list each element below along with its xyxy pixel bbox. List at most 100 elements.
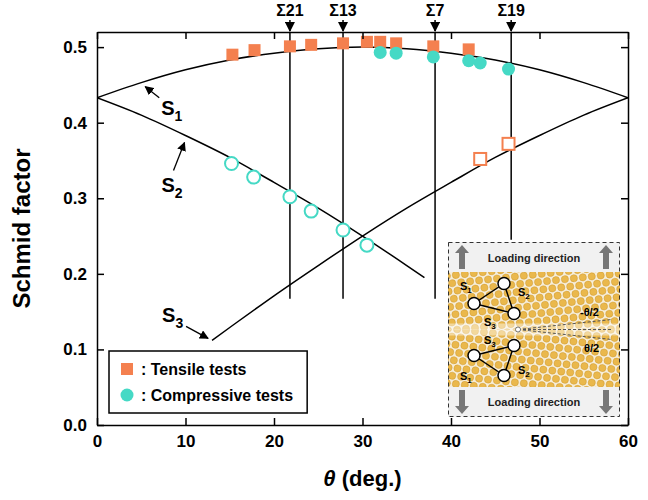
atom <box>565 384 573 387</box>
atom <box>580 362 588 370</box>
atom <box>530 286 538 294</box>
inset-label: θ/2 <box>584 342 599 354</box>
atom <box>609 350 617 358</box>
inset: Loading directionLoading directionS1S2S3… <box>393 203 648 455</box>
atom <box>475 375 483 383</box>
x-axis-title: θ (deg.) <box>323 466 401 491</box>
atom <box>475 316 483 324</box>
atom <box>595 356 603 364</box>
atom <box>546 308 554 316</box>
text-part: 1 <box>175 108 183 124</box>
atom <box>586 296 594 304</box>
tick-mark <box>97 349 104 351</box>
x-axis: 0102030405060 <box>93 418 638 451</box>
slip-node <box>508 340 520 352</box>
text-part: S <box>484 316 491 328</box>
inset-border <box>449 243 620 417</box>
tick-mark <box>274 418 276 425</box>
tick-label: 0.2 <box>63 265 87 284</box>
atom <box>495 290 503 298</box>
atom <box>519 340 527 348</box>
text-part: S <box>518 286 525 298</box>
load-arrow <box>599 390 613 414</box>
axis-line <box>628 33 630 426</box>
atom <box>471 285 479 293</box>
curve-label-arrow <box>186 326 208 338</box>
atom <box>452 310 460 318</box>
atom <box>564 306 572 314</box>
tick-label: 10 <box>177 432 196 451</box>
atom <box>530 365 538 373</box>
tick-label: 40 <box>442 432 461 451</box>
atom <box>450 356 458 364</box>
curve <box>97 47 628 98</box>
atom <box>448 279 456 287</box>
atom <box>593 371 601 379</box>
tick: 20 <box>265 418 284 451</box>
slip-node <box>508 308 520 320</box>
atom <box>452 380 460 387</box>
load-arrow <box>455 245 469 269</box>
atom <box>561 337 569 345</box>
tick-label: 60 <box>619 432 638 451</box>
data-point <box>337 37 349 49</box>
atom <box>557 368 565 376</box>
atom <box>559 352 567 360</box>
atom <box>534 278 542 286</box>
text-part: 3 <box>491 322 496 331</box>
atom <box>532 302 540 310</box>
slip-node <box>498 370 510 382</box>
slip-node <box>468 298 480 310</box>
atom <box>455 349 463 357</box>
y-axis-right <box>621 33 629 426</box>
atom <box>566 369 574 377</box>
inset-label: S2 <box>518 286 530 301</box>
atom <box>478 307 486 315</box>
atom <box>579 378 587 386</box>
atom <box>579 273 587 281</box>
atom <box>605 341 613 349</box>
atom <box>448 372 456 380</box>
text-part: 2 <box>525 370 530 379</box>
atom <box>543 316 551 324</box>
atom <box>602 372 610 380</box>
atom <box>568 353 576 361</box>
legend-marker <box>121 363 133 375</box>
atom <box>491 298 499 306</box>
atom <box>527 357 535 365</box>
atom <box>525 279 533 287</box>
atom <box>574 272 582 274</box>
data-point <box>337 224 350 237</box>
atom <box>479 272 487 276</box>
tick-mark <box>97 274 104 276</box>
inset-label: Loading direction <box>488 396 581 408</box>
atom <box>519 311 527 319</box>
atom <box>488 384 496 387</box>
atom <box>554 359 562 367</box>
atom <box>480 367 488 375</box>
tick-mark <box>362 32 364 39</box>
tick-mark <box>621 122 628 124</box>
data-point <box>462 54 475 67</box>
atom <box>611 278 619 286</box>
tick-mark <box>185 418 187 425</box>
lattice-grain <box>448 330 620 388</box>
text-part: S <box>484 334 491 346</box>
annotation-arrow <box>510 20 512 31</box>
tick <box>363 32 364 39</box>
slip-node <box>468 350 480 362</box>
atom <box>577 354 585 362</box>
tick-mark <box>185 32 187 39</box>
data-point <box>284 40 296 52</box>
legend-marker-group <box>121 389 134 402</box>
atom <box>460 309 468 317</box>
tick-mark <box>97 47 104 49</box>
atom <box>529 272 537 279</box>
data-point <box>463 43 475 55</box>
atom <box>613 293 620 301</box>
atom <box>488 272 496 275</box>
tick: 40 <box>442 418 461 451</box>
atom <box>538 272 546 278</box>
tick-mark <box>621 198 628 200</box>
text-part: 1 <box>467 376 472 385</box>
